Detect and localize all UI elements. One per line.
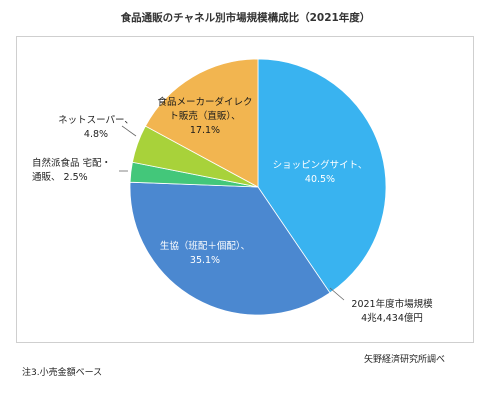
label-net-supermarket-value: 4.8% [83, 129, 109, 140]
leader-line-net-supermarket [121, 125, 137, 137]
slice-coop [129, 181, 331, 316]
label-shopping-site-value: 40.5% [304, 174, 336, 185]
label-shopping-site: ショッピングサイト、 40.5% [270, 159, 370, 187]
slice-shopping-site [257, 58, 387, 294]
label-net-supermarket-name: ネットスーパー、 [58, 115, 134, 126]
label-manufacturer-direct: 食品メーカーダイレク ト販売（直販）、 17.1% [150, 96, 260, 138]
label-coop-value: 35.1% [189, 255, 221, 266]
chart-title: 食品通販のチャネル別市場規模構成比（2021年度） [120, 12, 371, 24]
label-coop-name: 生協（班配＋個配）、 [159, 241, 251, 252]
market-size-line1: 2021年度市場規模 [351, 299, 433, 310]
label-natural-food-name: 自然派食品 宅配・ [32, 158, 112, 169]
market-size-annotation: 2021年度市場規模 4兆4,434億円 [342, 298, 442, 326]
label-natural-food-value: 2.5% [63, 172, 88, 183]
label-shopping-site-name: ショッピングサイト、 [272, 160, 368, 171]
label-manufacturer-direct-name: 食品メーカーダイレク [157, 97, 253, 108]
label-net-supermarket: ネットスーパー、 4.8% [56, 114, 136, 142]
market-size-line2: 4兆4,434億円 [361, 313, 423, 324]
footnote: 注3.小売金額ベース [22, 368, 103, 378]
leader-line-market-size [329, 287, 345, 301]
label-natural-food-name2: 通販、 [32, 172, 61, 183]
label-coop: 生協（班配＋個配）、 35.1% [150, 240, 260, 268]
label-manufacturer-direct-name2: ト販売（直販）、 [169, 111, 241, 122]
label-natural-food: 自然派食品 宅配・ 通販、 2.5% [32, 157, 122, 185]
source-note: 矢野経済研究所調べ [364, 355, 446, 365]
slice-manufacturer-direct [144, 58, 259, 188]
label-manufacturer-direct-value: 17.1% [189, 125, 221, 136]
